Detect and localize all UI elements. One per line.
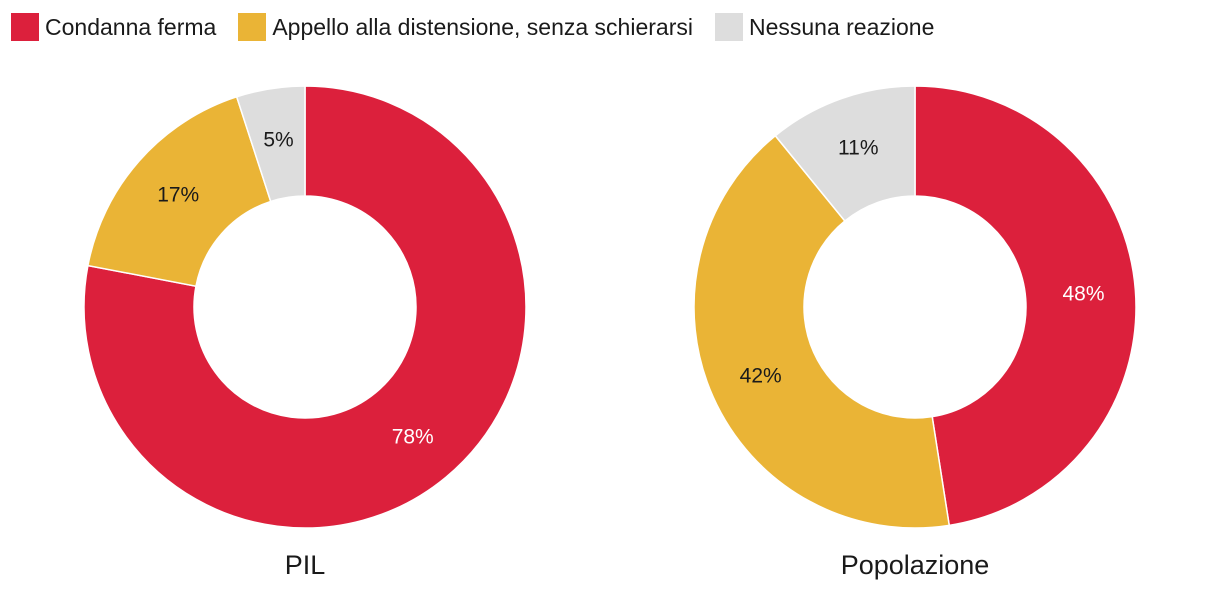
slice-pil-condanna xyxy=(83,85,527,529)
chart-title-pil: PIL xyxy=(285,550,326,580)
slice-label-popolazione-condanna: 48% xyxy=(1062,282,1104,305)
legend-item-nessuna: Nessuna reazione xyxy=(714,13,935,41)
slice-label-pil-condanna: 78% xyxy=(392,426,434,449)
legend-swatch-nessuna xyxy=(714,13,743,41)
legend-label-appello: Appello alla distensione, senza schierar… xyxy=(272,14,693,40)
legend-item-appello: Appello alla distensione, senza schierar… xyxy=(238,13,693,41)
legend-label-condanna: Condanna ferma xyxy=(45,14,217,40)
legend-item-condanna: Condanna ferma xyxy=(11,13,216,41)
legend-swatch-condanna xyxy=(11,13,39,41)
chart-title-popolazione: Popolazione xyxy=(841,550,990,580)
slice-label-pil-appello: 17% xyxy=(157,184,199,207)
donut-chart-popolazione: 48% 42% 11% xyxy=(693,85,1137,529)
donut-chart-pil: 78% 17% 5% xyxy=(83,85,527,529)
slice-label-popolazione-nessuna: 11% xyxy=(838,136,878,159)
slice-popolazione-appello xyxy=(693,134,951,529)
slice-pil-appello xyxy=(87,95,272,288)
legend-label-nessuna: Nessuna reazione xyxy=(748,14,935,40)
slice-pil-nessuna xyxy=(235,85,306,203)
legend-swatch-appello xyxy=(238,13,267,41)
slice-popolazione-condanna xyxy=(914,85,1137,527)
slice-label-pil-nessuna: 5% xyxy=(263,129,293,152)
slice-label-popolazione-appello: 42% xyxy=(740,364,782,387)
legend: Condanna ferma Appello alla distensione,… xyxy=(11,13,956,41)
slice-popolazione-nessuna xyxy=(774,85,916,223)
